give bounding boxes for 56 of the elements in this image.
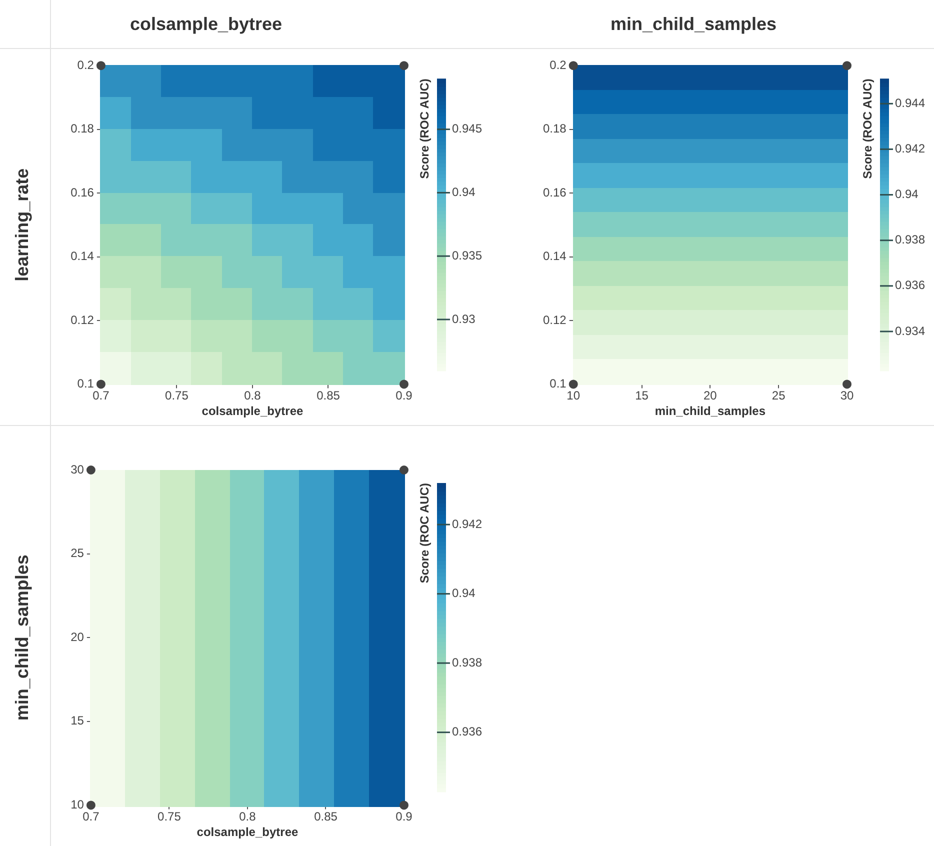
y-tick-label: 15 — [70, 714, 84, 728]
color-bar-label: 0.94 — [452, 185, 476, 200]
y-tick-label: 0.1 — [77, 376, 94, 391]
chart-title: colsample_bytree — [130, 14, 282, 34]
color-bar-label: 0.936 — [895, 278, 926, 292]
y-tick-label: 0.2 — [550, 58, 567, 72]
x-tick-label: 0.9 — [396, 810, 413, 824]
y-tick-label: 0.12 — [542, 312, 567, 327]
x-tick-label: 0.85 — [314, 810, 338, 824]
y-tick-label: 0.14 — [542, 249, 567, 264]
color-bar-label: 0.93 — [452, 312, 476, 326]
color-bar-label: 0.938 — [452, 655, 482, 670]
color-bar-label: 0.936 — [452, 724, 482, 739]
x-axis-title: min_child_samples — [654, 404, 766, 418]
color-bar-label: 0.94 — [895, 187, 919, 202]
x-tick-label: 0.8 — [244, 388, 262, 403]
x-tick-label: 0.7 — [92, 388, 110, 403]
x-tick-label: 10 — [566, 388, 580, 403]
y-tick-label: 25 — [70, 546, 84, 560]
color-bar-label: 0.934 — [895, 324, 926, 338]
x-tick-label: 0.75 — [158, 810, 182, 824]
y-tick-label: 0.14 — [70, 249, 94, 264]
x-tick-label: 30 — [840, 388, 854, 403]
y-tick-label: 0.18 — [70, 122, 94, 136]
x-tick-label: 0.8 — [239, 810, 256, 824]
color-bar-label: 0.938 — [895, 232, 926, 247]
y-tick-label: 0.2 — [77, 58, 94, 72]
y-tick-label: 20 — [70, 630, 84, 644]
y-axis-title: learning_rate — [12, 168, 32, 282]
y-tick-label: 10 — [70, 798, 84, 812]
x-tick-label: 0.75 — [165, 388, 189, 403]
y-tick-label: 0.12 — [70, 312, 94, 327]
y-tick-label: 30 — [70, 462, 84, 476]
y-axis-title: min_child_samples — [12, 554, 32, 721]
x-axis-title: colsample_bytree — [202, 404, 304, 418]
y-tick-label: 0.1 — [550, 376, 567, 391]
x-tick-label: 0.85 — [316, 388, 340, 403]
color-bar-label: 0.944 — [895, 96, 926, 110]
color-bar-label: 0.945 — [452, 122, 482, 136]
x-tick-label: 25 — [772, 388, 786, 403]
x-tick-label: 15 — [635, 388, 649, 403]
y-tick-label: 0.18 — [542, 122, 567, 136]
x-tick-label: 0.9 — [396, 388, 413, 403]
color-bar-title: Score (ROC AUC) — [417, 483, 432, 584]
color-bar-label: 0.942 — [895, 142, 926, 156]
color-bar-label: 0.935 — [452, 248, 482, 262]
y-tick-label: 0.16 — [542, 185, 567, 200]
x-tick-label: 0.7 — [82, 810, 100, 824]
color-bar-label: 0.94 — [452, 586, 476, 600]
color-bar-label: 0.942 — [452, 516, 482, 531]
x-tick-label: 20 — [704, 388, 718, 403]
y-tick-label: 0.16 — [70, 185, 94, 200]
color-bar-title: Score (ROC AUC) — [860, 78, 874, 179]
chart-title: min_child_samples — [610, 14, 777, 34]
color-bar-title: Score (ROC AUC) — [417, 78, 432, 179]
x-axis-title: colsample_bytree — [196, 825, 298, 840]
